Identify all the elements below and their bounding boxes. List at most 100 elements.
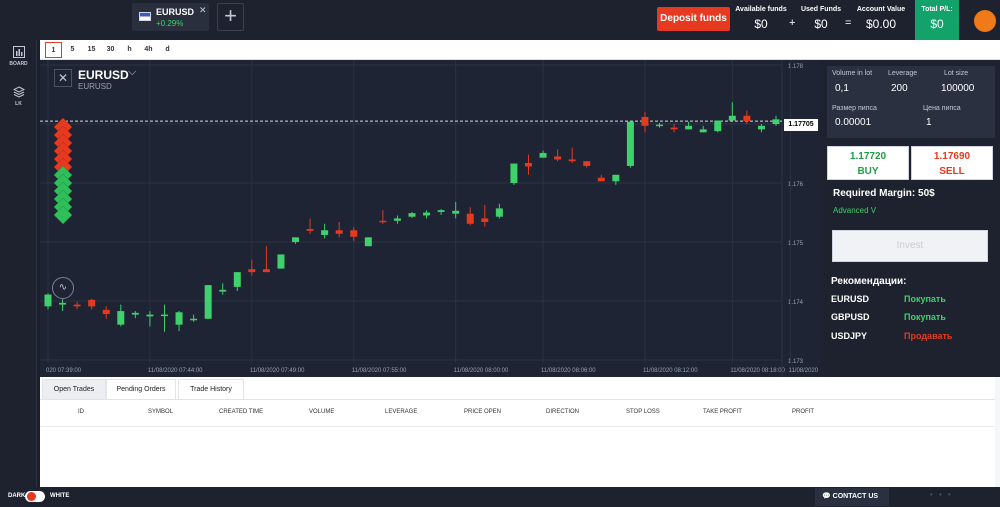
timeframe-15[interactable]: 15: [87, 46, 96, 53]
available-funds-label: Available funds: [735, 6, 787, 13]
available-funds: Available funds $0: [735, 6, 787, 31]
advanced-toggle[interactable]: Advanced V: [833, 206, 877, 215]
equals-sign: =: [845, 17, 852, 29]
account-value: Account Value $0.00: [856, 6, 906, 31]
buy-price: 1.17720: [849, 151, 887, 162]
add-tab-button[interactable]: +: [217, 3, 244, 31]
column-header: PRICE OPEN: [464, 409, 502, 415]
sell-button[interactable]: 1.17690 SELL: [911, 146, 993, 180]
timeframe-30[interactable]: 30: [106, 46, 115, 53]
x-tick-label: 11/08/2020 08:18:00: [730, 368, 785, 374]
plus-sign: +: [789, 17, 796, 29]
recommendation-action: Покупать: [904, 312, 946, 322]
header-divider: [40, 426, 1000, 427]
candle-body: [262, 269, 270, 273]
candle-body: [364, 237, 372, 247]
total-pl: Total P/L: $0: [915, 0, 959, 40]
close-icon[interactable]: ✕: [54, 69, 72, 87]
theme-white-label: WHITE: [50, 493, 70, 499]
more-icon[interactable]: • • •: [930, 490, 953, 499]
timeframe-1[interactable]: 1: [45, 42, 62, 58]
account-value-label: Account Value: [856, 6, 906, 13]
candle-body: [728, 115, 736, 121]
tab-open-trades[interactable]: Open Trades: [42, 379, 106, 399]
candle-body: [699, 129, 707, 133]
timeframe-5[interactable]: 5: [70, 46, 75, 53]
candle-body: [583, 161, 591, 166]
candle-body: [335, 230, 343, 234]
candle-body: [73, 304, 81, 307]
indicator-icon[interactable]: ∿: [52, 277, 74, 299]
candle-body: [102, 309, 110, 315]
sidebar-item-label: BOARD: [9, 61, 28, 67]
x-tick-label: 11/08/2020 08:06:00: [541, 368, 596, 374]
buy-button[interactable]: 1.17720 BUY: [827, 146, 909, 180]
symbol-name[interactable]: EURUSD: [78, 68, 129, 82]
volume-value[interactable]: 0,1: [835, 83, 849, 94]
used-funds: Used Funds $0: [800, 6, 842, 31]
chevron-down-icon[interactable]: ⌵: [128, 66, 137, 78]
candle-body: [306, 229, 314, 231]
candle-body: [88, 299, 96, 307]
recommendations-title: Рекомендации:: [831, 276, 907, 287]
column-header: CREATED TIME: [219, 409, 264, 415]
recommendation-pair: USDJPY: [831, 331, 868, 341]
column-header: ID: [78, 409, 84, 415]
candle-body: [510, 163, 518, 184]
tab-trade-history[interactable]: Trade History: [178, 379, 244, 399]
close-icon[interactable]: ✕: [199, 5, 207, 15]
x-tick-label: 11/08/2020 07:44:00: [148, 368, 203, 374]
sidebar-item-lk[interactable]: LK: [0, 86, 37, 107]
candle-body: [554, 156, 562, 160]
column-header: TAKE PROFIT: [703, 409, 742, 415]
recommendation-action: Покупать: [904, 294, 946, 304]
avatar[interactable]: [974, 10, 996, 32]
recommendation-pair: GBPUSD: [831, 312, 870, 322]
candle-body: [146, 314, 154, 317]
candle-body: [204, 285, 212, 319]
column-header: DIRECTION: [546, 409, 579, 415]
theme-toggle[interactable]: [25, 491, 45, 502]
scrollbar[interactable]: [995, 377, 1000, 487]
lot-size-value: 100000: [941, 83, 975, 94]
x-tick-label: 11/08/2020 07:55:00: [352, 368, 407, 374]
pip-price-value: 1: [926, 117, 932, 128]
candle-body: [379, 220, 387, 223]
candle-body: [452, 210, 460, 214]
candle-body: [612, 174, 620, 182]
candle-body: [350, 230, 358, 237]
candle-body: [277, 254, 285, 269]
leverage-value[interactable]: 200: [891, 83, 908, 94]
candle-body: [495, 208, 503, 217]
current-price-tag: 1.17705: [784, 119, 818, 131]
candle-body: [190, 318, 198, 321]
x-tick-label: 11/08/2020 08:12:00: [643, 368, 698, 374]
candle-body: [641, 116, 649, 126]
candle-body: [321, 230, 329, 235]
sidebar-item-board[interactable]: BOARD: [0, 46, 37, 67]
y-tick-label: 1.178: [788, 64, 804, 70]
invest-button[interactable]: Invest: [832, 230, 988, 262]
candle-body: [568, 159, 576, 162]
pip-price-label: Цена пипса: [923, 105, 961, 112]
order-panel: Volume in lot 0,1 Leverage 200 Lot size …: [820, 60, 1000, 377]
y-tick-label: 1.175: [788, 241, 804, 247]
column-header: LEVERAGE: [385, 409, 418, 415]
timeframe-d[interactable]: d: [165, 46, 170, 53]
asset-tab-change: +0.29%: [156, 19, 184, 28]
top-bar: EURUSD +0.29% ✕ + Deposit funds Availabl…: [0, 0, 1000, 40]
board-icon: [12, 46, 25, 58]
candle-body: [248, 269, 256, 273]
used-funds-value: $0: [814, 17, 828, 31]
timeframe-4h[interactable]: 4h: [144, 46, 153, 53]
tab-pending-orders[interactable]: Pending Orders: [106, 379, 176, 399]
contact-us-label: CONTACT US: [832, 493, 879, 500]
contact-us-button[interactable]: 💬 CONTACT US: [815, 488, 889, 506]
candle-body: [743, 115, 751, 122]
timeframe-h[interactable]: h: [127, 46, 132, 53]
asset-tab-eurusd[interactable]: EURUSD +0.29% ✕: [132, 3, 209, 31]
deposit-button[interactable]: Deposit funds: [657, 7, 730, 31]
candle-body: [772, 119, 780, 125]
